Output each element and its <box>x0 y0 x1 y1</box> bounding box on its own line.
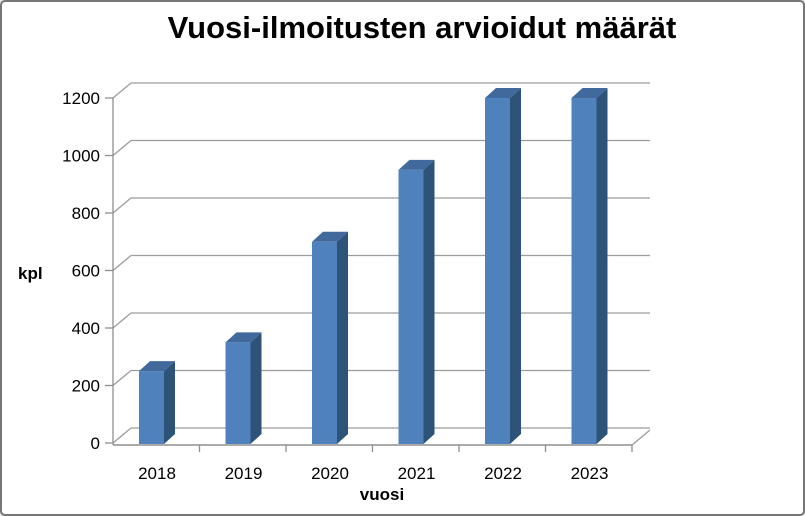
bar <box>485 98 510 444</box>
bar-side-face <box>164 361 175 444</box>
floor-edge-segment <box>631 429 651 446</box>
x-axis-tick-label: 2021 <box>398 464 436 483</box>
gridline-depth-segment <box>112 197 132 214</box>
bar-top-face <box>485 88 521 98</box>
bar-side-face <box>423 159 435 444</box>
y-axis-tick-label: 200 <box>72 377 100 396</box>
y-axis-tick-label: 400 <box>72 319 100 338</box>
x-axis-tick-label: 2018 <box>138 464 176 483</box>
gridline-depth-segment <box>112 82 132 99</box>
bar-top-face <box>312 231 348 242</box>
x-axis-tick-label: 2020 <box>311 464 349 483</box>
gridline-depth-segment <box>112 312 132 329</box>
gridline-depth-segment <box>112 427 132 444</box>
x-axis-tick-label: 2022 <box>484 464 522 483</box>
x-axis-tick-label: 2023 <box>571 464 609 483</box>
gridline-depth-segment <box>112 140 132 156</box>
bar <box>225 342 251 444</box>
bar-top-face <box>398 159 435 170</box>
x-axis-title: vuosi <box>359 485 405 504</box>
bar-side-face <box>337 231 348 444</box>
bar-side-face <box>510 88 521 444</box>
gridline-depth-segment <box>112 370 132 386</box>
y-axis-tick-label: 1000 <box>62 147 100 166</box>
y-axis-tick-label: 600 <box>72 262 100 281</box>
bar-top-face <box>139 361 175 372</box>
bar-top-face <box>225 332 262 343</box>
y-axis-title: kpl <box>18 264 43 283</box>
bar <box>398 169 424 444</box>
bar-top-face <box>571 88 608 98</box>
bar-side-face <box>250 332 262 444</box>
bar <box>571 98 597 444</box>
chart-title: Vuosi-ilmoitusten arvioidut määrät <box>167 10 677 45</box>
gridline-depth-segment <box>112 255 132 271</box>
y-axis-tick-label: 800 <box>72 204 100 223</box>
x-axis-tick-label: 2019 <box>225 464 263 483</box>
y-axis-tick-label: 0 <box>91 434 100 453</box>
bar <box>139 371 164 444</box>
y-axis-tick-label: 1200 <box>62 89 100 108</box>
bar <box>312 241 337 444</box>
bar-side-face <box>596 88 608 444</box>
